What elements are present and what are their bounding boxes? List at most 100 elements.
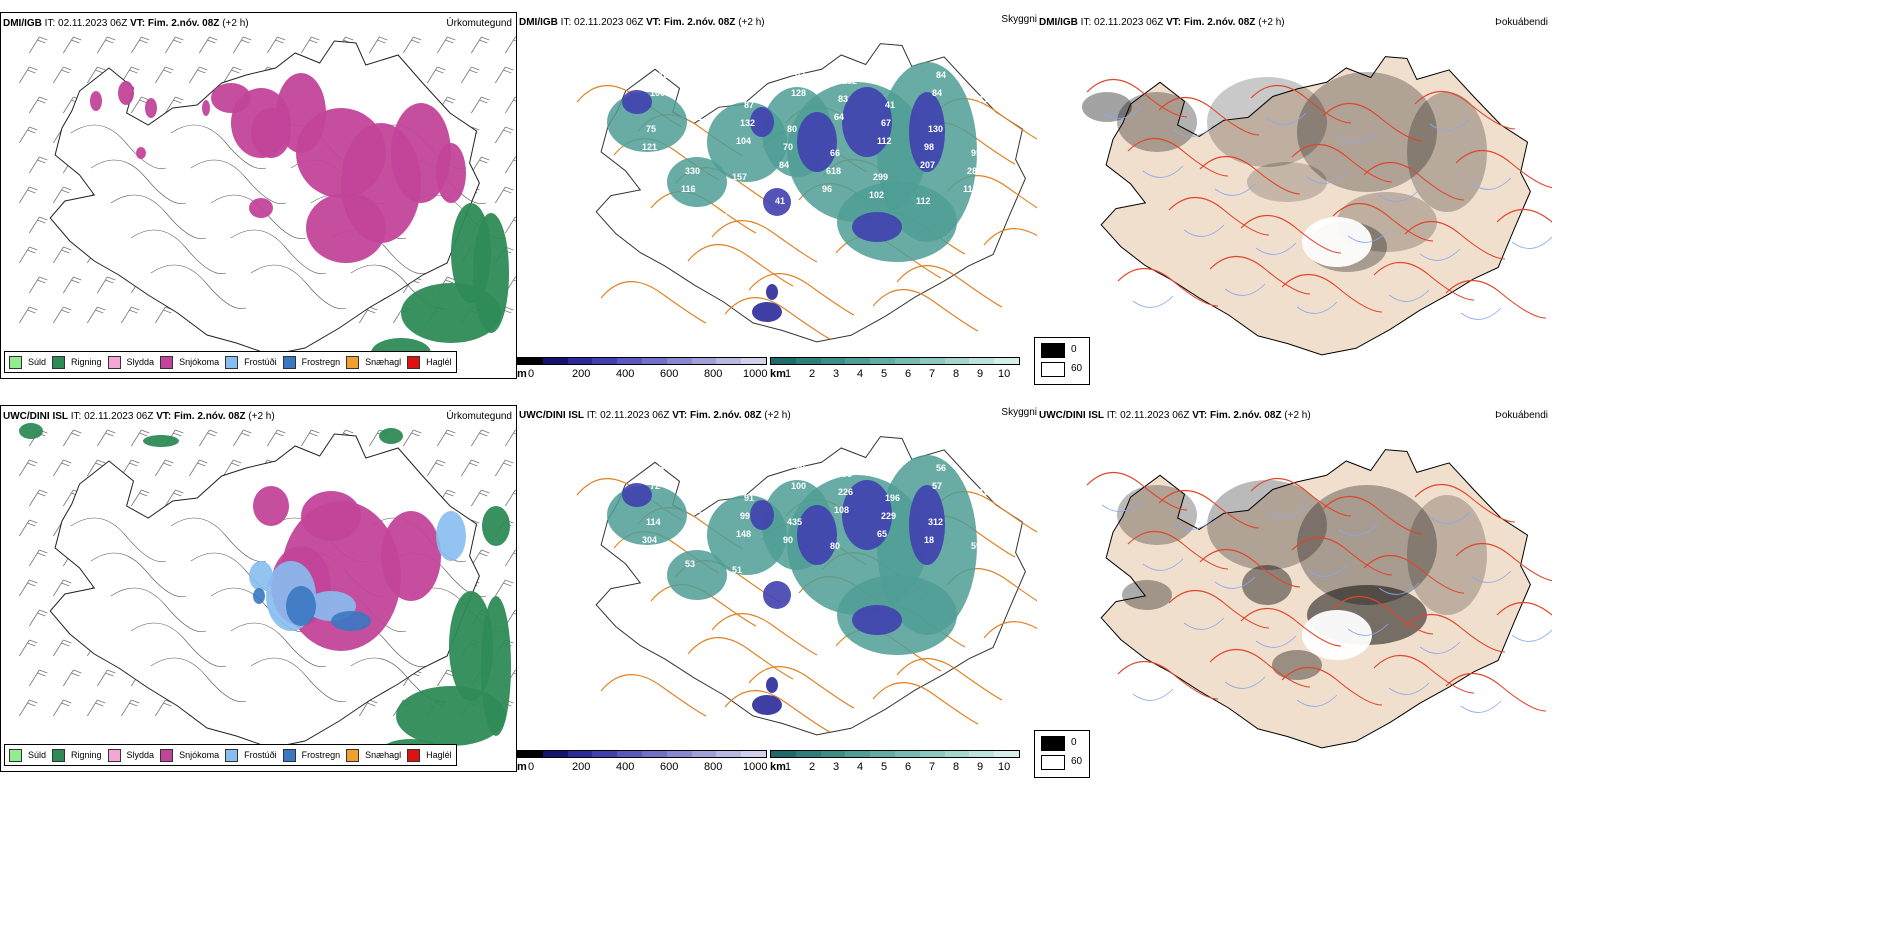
rain-area (379, 428, 403, 444)
legend-swatch (52, 748, 66, 762)
road-line (687, 244, 794, 287)
wind-barb (504, 549, 516, 567)
visibility-m-area (797, 505, 837, 565)
wind-barb (96, 429, 116, 447)
legend-swatch (52, 355, 66, 369)
colorbar-bin (741, 358, 766, 364)
wind-barb (62, 669, 82, 687)
visibility-value-label: 98 (924, 142, 934, 152)
visibility-value-label: 112 (877, 136, 892, 146)
road-line (1199, 549, 1301, 588)
legend-swatch (346, 748, 360, 762)
wind-barb (154, 66, 174, 84)
wind-barb (222, 66, 242, 84)
legend-label: Haglél (426, 357, 452, 367)
visibility-value-label: 312 (928, 517, 943, 527)
wind-barb (52, 186, 72, 204)
river-line (1214, 576, 1256, 589)
wind-barb (28, 156, 48, 174)
visibility-value-label: 299 (873, 172, 888, 182)
visibility-value-label: 100 (650, 88, 665, 98)
snow-area (118, 81, 134, 105)
wind-barb (494, 459, 514, 477)
wind-barb (300, 36, 320, 54)
precip-legend: Súld Rigning Slydda Snjókoma Frostúði Frostre… (4, 351, 457, 373)
iceland-land (1100, 449, 1531, 749)
visibility-value-label: 88 (975, 112, 985, 122)
visibility-m-area (909, 485, 945, 565)
wind-barb (154, 306, 174, 324)
visibility-value-label: 118 (654, 70, 669, 80)
colorbar-bin (919, 751, 945, 757)
visibility-value-label: 186 (638, 160, 653, 170)
visibility-value-label: 91 (638, 553, 648, 563)
legend-item: Rigning (52, 748, 102, 762)
legend-item: Slydda (107, 355, 154, 369)
visibility-value-label: 152 (842, 76, 857, 86)
visibility-m-area (750, 107, 774, 137)
road-line (1414, 484, 1516, 523)
colorbar-bin (994, 358, 1019, 364)
wind-barb (164, 96, 184, 114)
colorbar-unit: km (770, 368, 786, 379)
panel-header: DMI/IGB IT: 02.11.2023 06Z VT: Fim. 2.nó… (3, 18, 249, 29)
river-line (1101, 499, 1143, 512)
road-line (1086, 472, 1188, 511)
river-line (1337, 130, 1379, 143)
fog-white-label: 60 (1071, 363, 1083, 374)
colorbar-tick-label: 9 (977, 761, 984, 772)
snow-area (202, 100, 210, 116)
river-line (1142, 558, 1184, 571)
visibility-value-label: 72 (650, 481, 660, 491)
colorbar-tick-label: 6 (905, 761, 912, 772)
snow-area (145, 98, 157, 118)
visibility-value-label: 96 (822, 184, 832, 194)
colorbar-bin (716, 751, 742, 757)
river-line (1347, 623, 1389, 636)
river-line (1378, 189, 1420, 202)
fog-intensity-area (1297, 72, 1437, 192)
visibility-m-area (752, 695, 782, 715)
colorbar-tick-label: 1000 (743, 761, 768, 772)
visibility-value-label: 100 (791, 481, 806, 491)
wind-barb (470, 36, 490, 54)
fog-legend-top: 0 60 (1034, 337, 1090, 385)
river-line (1173, 517, 1215, 530)
colorbar-bin (969, 751, 995, 757)
visibility-value-label: 114 (646, 517, 661, 527)
terrain-line (110, 587, 207, 633)
legend-swatch (9, 355, 22, 369)
visibility-value-label: 66 (830, 148, 840, 158)
fog-intensity-area (1207, 77, 1327, 167)
visibility-m-area (622, 483, 652, 507)
colorbar-bin (691, 751, 717, 757)
wind-barb (120, 699, 140, 717)
road-line (1445, 280, 1547, 319)
colorbar-tick-label: 7 (929, 368, 936, 379)
colorbar-tick-label: 3 (833, 761, 840, 772)
legend-swatch (282, 748, 296, 762)
visibility-value-label: 83 (838, 94, 848, 104)
colorbar-tick-label: 0 (528, 761, 535, 772)
colorbar-bin (820, 751, 846, 757)
legend-label: Frostregn (301, 750, 341, 760)
visibility-value-label: 104 (736, 136, 751, 146)
river-line (1306, 171, 1348, 184)
river-line (1511, 236, 1552, 249)
panel-parameter-title: Skyggni (1001, 407, 1037, 418)
fog-black-label: 0 (1071, 344, 1077, 355)
road-line (1250, 478, 1352, 517)
visibility-value-label: 157 (732, 172, 747, 182)
wind-barb (358, 306, 378, 324)
visibility-m-area (842, 87, 892, 157)
wind-barb (52, 459, 72, 477)
fog-intensity-area (1407, 495, 1487, 615)
road-line (748, 273, 855, 316)
colorbar-tick-label: 2 (809, 761, 816, 772)
wind-barb (28, 36, 48, 54)
legend-label: Súld (28, 750, 47, 760)
legend-label: Slydda (126, 750, 155, 760)
vis-colorbar-m: m 0 200 400 600 800 1000 (517, 750, 772, 772)
road-line (1414, 91, 1516, 130)
road-line (1291, 144, 1393, 183)
